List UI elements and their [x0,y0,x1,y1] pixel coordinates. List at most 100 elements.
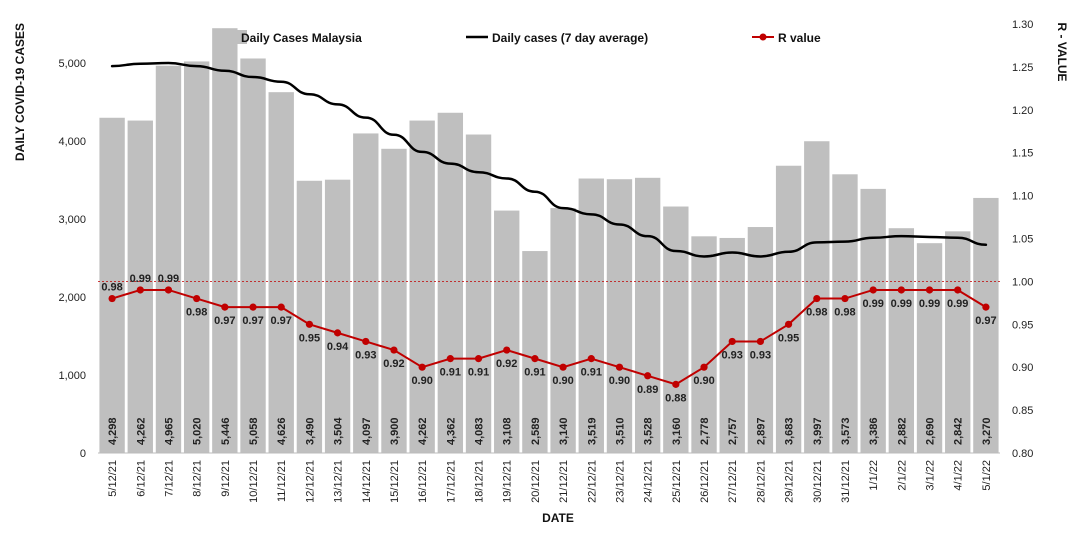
x-tick-label: 4/1/22 [953,460,965,491]
r-value-label: 0.89 [637,384,658,396]
r-value-label: 0.90 [411,375,432,387]
bar-value-label: 3,528 [643,417,655,445]
bar [888,228,915,453]
y2-tick-label: 1.10 [1012,191,1033,203]
bar-value-label: 5,446 [220,417,232,445]
bar [691,236,717,453]
y-tick-label: 4,000 [58,136,86,148]
seven-day-average-line [110,61,988,258]
x-tick-label: 3/1/22 [925,460,937,491]
bar-value-label: 2,757 [727,417,739,445]
bar [606,179,633,453]
bar [832,174,858,453]
x-tick-label: 19/12/21 [502,460,514,503]
y-tick-label: 5,000 [58,58,86,70]
r-value-label: 0.99 [947,298,968,310]
r-value-label: 0.90 [552,375,573,387]
bar-value-label: 3,683 [784,417,796,445]
r-value-point [954,286,962,294]
r-value-line [111,288,987,386]
bar-value-label: 2,589 [530,417,542,445]
bar [719,237,745,453]
r-value-point [869,286,877,294]
x-tick-label: 11/12/21 [276,460,288,502]
legend-swatch-bars [233,30,247,44]
x-tick-label: 16/12/21 [417,460,429,503]
bar-value-label: 4,097 [361,417,373,445]
bar-value-label: 4,965 [163,417,175,445]
r-value-labels: 0.98 0.99 0.99 0.98 0.97 0.97 0.97 0.95 0.94 0.93… [101,273,996,404]
x-tick-label: 15/12/21 [389,460,401,503]
x-tick-label: 25/12/21 [671,460,683,503]
r-value-point [531,355,539,363]
r-value-point [700,363,708,371]
bar [663,206,689,453]
r-value-label: 0.93 [722,349,743,361]
r-value-label: 0.99 [919,298,940,310]
y2-tick-label: 1.15 [1012,148,1033,160]
bar-value-label: 3,140 [558,417,570,445]
r-value-point [193,294,201,303]
r-value-label: 0.99 [891,298,912,310]
y2-tick-label: 1.05 [1012,234,1033,246]
bar-series [99,28,999,454]
x-tick-label: 30/12/21 [812,460,824,503]
legend: Daily Cases Malaysia Daily cases (7 day … [233,30,821,45]
bar [212,28,238,453]
y2-tick-label: 0.95 [1012,319,1033,331]
bar-value-label: 4,262 [135,417,147,445]
r-value-label: 0.98 [834,307,855,319]
r-value-point [249,303,257,311]
bar [494,210,520,453]
bar-value-label: 3,504 [333,417,345,445]
bar [353,133,379,453]
y2-tick-label: 0.80 [1012,448,1033,460]
x-axis-tick-labels: 5/12/21 6/12/21 7/12/21 8/12/21 9/12/21 10/12… [107,460,993,503]
r-value-label: 0.91 [581,367,602,379]
r-value-point [982,303,990,311]
x-tick-label: 2/1/22 [896,460,908,491]
x-tick-label: 31/12/21 [840,460,852,503]
r-value-point [925,286,934,294]
r-value-label: 0.91 [468,367,489,379]
bar [155,65,182,453]
r-value-label: 0.93 [750,349,771,361]
x-tick-label: 14/12/21 [361,460,373,503]
r-value-point [108,294,116,303]
legend-marker-r [759,33,767,41]
r-value-label: 0.95 [299,332,320,344]
r-value-label: 0.99 [862,298,883,310]
y-tick-label: 3,000 [58,214,86,226]
r-value-point [474,355,483,363]
x-tick-label: 6/12/21 [135,460,147,497]
x-tick-label: 5/1/22 [981,460,993,491]
r-value-label: 0.99 [158,273,179,285]
bar [296,180,323,453]
y2-tick-label: 1.00 [1012,276,1033,288]
x-tick-label: 23/12/21 [614,460,626,503]
r-value-label: 0.90 [609,375,630,387]
bar [268,92,294,453]
r-value-point [277,303,285,311]
r-value-label: 0.98 [806,307,827,319]
bar [634,177,661,454]
r-value-points [108,286,990,388]
x-tick-label: 24/12/21 [643,460,655,503]
x-tick-label: 13/12/21 [333,460,345,503]
r-value-point [362,337,370,346]
x-tick-label: 8/12/21 [192,460,204,497]
r-value-point [446,355,454,363]
bar [578,178,604,453]
bar [550,208,576,453]
x-tick-label: 20/12/21 [530,460,542,503]
x-tick-label: 10/12/21 [248,460,260,503]
bar [860,188,886,453]
x-tick-label: 26/12/21 [699,460,711,503]
r-value-label: 0.97 [242,315,263,327]
bar [437,112,464,453]
bar [916,243,943,453]
r-value-label: 0.99 [130,273,151,285]
r-value-label: 0.88 [665,392,686,404]
y2-tick-label: 1.30 [1012,19,1033,31]
